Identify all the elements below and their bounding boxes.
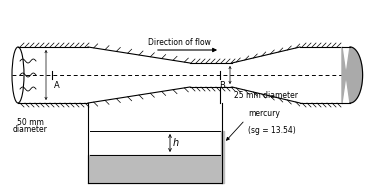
Text: Direction of flow: Direction of flow bbox=[148, 38, 211, 47]
Text: 50 mm: 50 mm bbox=[17, 118, 44, 127]
Polygon shape bbox=[342, 47, 363, 103]
Text: mercury: mercury bbox=[248, 109, 280, 118]
Text: 25 mm diameter: 25 mm diameter bbox=[234, 91, 298, 100]
Text: A: A bbox=[54, 81, 60, 90]
Text: B: B bbox=[219, 81, 225, 90]
Text: (sg = 13.54): (sg = 13.54) bbox=[248, 126, 296, 135]
Text: diameter: diameter bbox=[13, 125, 48, 134]
Text: h: h bbox=[173, 138, 179, 148]
